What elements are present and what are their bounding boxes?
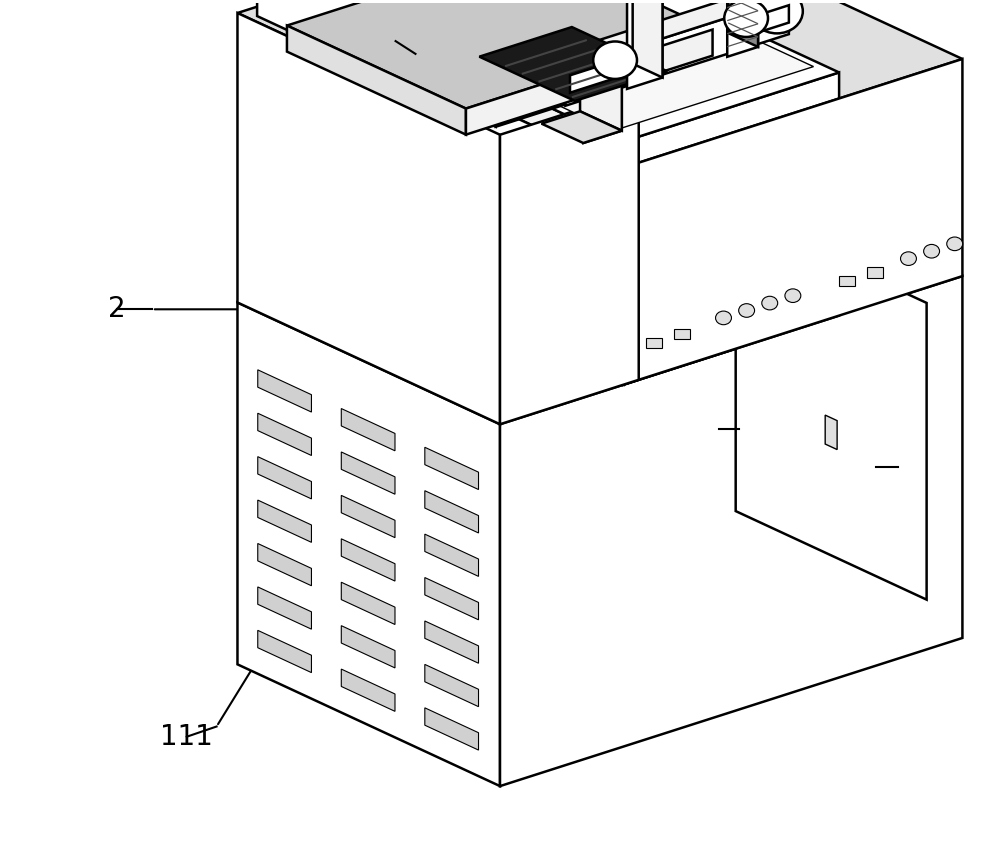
Circle shape (716, 311, 731, 325)
Polygon shape (583, 51, 622, 143)
Polygon shape (237, 13, 500, 424)
Polygon shape (736, 214, 927, 600)
Polygon shape (258, 457, 311, 499)
Polygon shape (258, 587, 311, 629)
Polygon shape (341, 452, 395, 494)
Polygon shape (341, 495, 395, 537)
Polygon shape (728, 0, 758, 47)
Polygon shape (341, 409, 395, 451)
Circle shape (724, 0, 768, 37)
Polygon shape (570, 57, 627, 93)
Polygon shape (341, 539, 395, 581)
Polygon shape (258, 500, 311, 542)
Polygon shape (496, 0, 742, 127)
Polygon shape (425, 534, 479, 577)
Bar (646, 338, 662, 348)
Text: 111: 111 (160, 722, 213, 751)
Polygon shape (565, 0, 789, 105)
Polygon shape (500, 276, 962, 786)
Polygon shape (361, 0, 839, 141)
Circle shape (924, 244, 940, 258)
Polygon shape (825, 415, 837, 450)
Polygon shape (425, 447, 479, 489)
Polygon shape (237, 0, 639, 135)
Polygon shape (258, 369, 311, 412)
Circle shape (901, 252, 916, 266)
Bar (674, 329, 690, 339)
Polygon shape (758, 5, 789, 33)
Polygon shape (287, 0, 713, 109)
Circle shape (593, 41, 637, 79)
Polygon shape (341, 669, 395, 711)
Text: 2: 2 (108, 296, 126, 323)
Polygon shape (361, 0, 962, 168)
Polygon shape (479, 27, 667, 101)
Circle shape (739, 303, 755, 317)
Polygon shape (542, 0, 789, 69)
Polygon shape (287, 26, 466, 135)
Polygon shape (258, 413, 311, 455)
Polygon shape (257, 0, 496, 127)
Polygon shape (258, 543, 311, 586)
Polygon shape (633, 0, 662, 77)
Polygon shape (425, 708, 479, 750)
Polygon shape (237, 303, 500, 786)
Polygon shape (425, 491, 479, 533)
Polygon shape (425, 578, 479, 620)
Text: 23: 23 (721, 415, 756, 442)
Polygon shape (623, 243, 839, 385)
Polygon shape (425, 664, 479, 707)
Circle shape (947, 237, 963, 250)
Polygon shape (627, 0, 662, 89)
Polygon shape (425, 621, 479, 663)
Text: 3: 3 (387, 27, 404, 55)
Polygon shape (341, 626, 395, 668)
Polygon shape (580, 32, 622, 130)
Circle shape (751, 0, 803, 33)
Polygon shape (597, 0, 662, 2)
Polygon shape (727, 0, 758, 57)
Polygon shape (386, 0, 813, 131)
Polygon shape (361, 20, 623, 168)
Polygon shape (258, 631, 311, 673)
Polygon shape (542, 111, 622, 143)
Polygon shape (500, 90, 639, 424)
Bar (839, 276, 855, 286)
Circle shape (762, 297, 778, 310)
Circle shape (785, 289, 801, 303)
Polygon shape (341, 582, 395, 625)
Polygon shape (361, 46, 623, 385)
Text: 1: 1 (889, 452, 907, 481)
Polygon shape (623, 59, 962, 385)
Polygon shape (466, 29, 713, 135)
Bar (867, 267, 883, 278)
Polygon shape (237, 154, 962, 424)
Polygon shape (623, 73, 839, 168)
